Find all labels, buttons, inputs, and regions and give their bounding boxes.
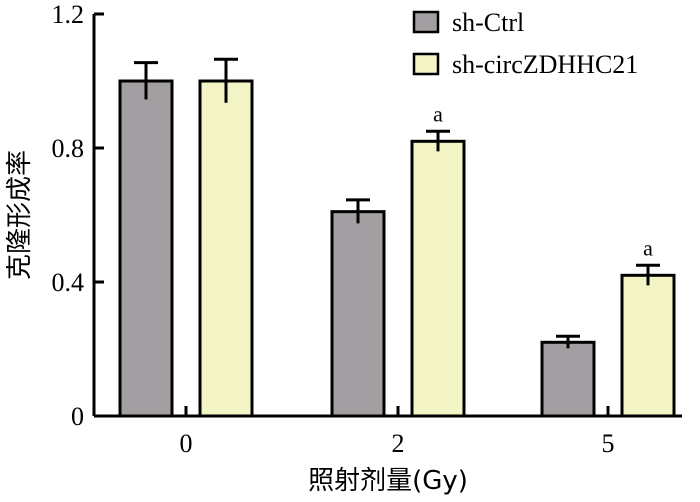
x-tick-label: 0 bbox=[180, 429, 193, 458]
bar-sh-circzdhhc21-5 bbox=[620, 273, 676, 418]
significance-label: a bbox=[433, 101, 443, 126]
axes-layer bbox=[92, 14, 682, 418]
y-tick-label: 0.8 bbox=[52, 134, 85, 163]
y-tick-label: 1.2 bbox=[52, 0, 85, 29]
legend-label: sh-circZDHHC21 bbox=[452, 50, 638, 79]
legend-swatch bbox=[412, 52, 440, 76]
legend: sh-Ctrl sh-circZDHHC21 bbox=[412, 8, 638, 79]
bar-sh-ctrl-5 bbox=[540, 340, 596, 418]
significance-label: a bbox=[643, 235, 653, 260]
x-tick-label: 5 bbox=[602, 429, 615, 458]
x-axis-title: 照射剂量(Gy) bbox=[308, 466, 468, 496]
y-axis-title: 克隆形成率 bbox=[5, 150, 35, 280]
y-tick-label: 0 bbox=[71, 402, 84, 431]
bars-layer: aa bbox=[118, 57, 676, 418]
bar-sh-ctrl-0 bbox=[118, 79, 174, 418]
bar-sh-ctrl-2 bbox=[330, 210, 386, 418]
legend-swatch bbox=[412, 10, 440, 34]
x-tick-label: 2 bbox=[392, 429, 405, 458]
bar-sh-circzdhhc21-0 bbox=[198, 79, 254, 418]
bar-sh-circzdhhc21-2 bbox=[410, 139, 466, 418]
y-tick-label: 0.4 bbox=[52, 268, 85, 297]
ticks-layer: 0 0.4 0.8 1.2 0 2 5 bbox=[52, 0, 615, 458]
legend-label: sh-Ctrl bbox=[452, 8, 524, 37]
